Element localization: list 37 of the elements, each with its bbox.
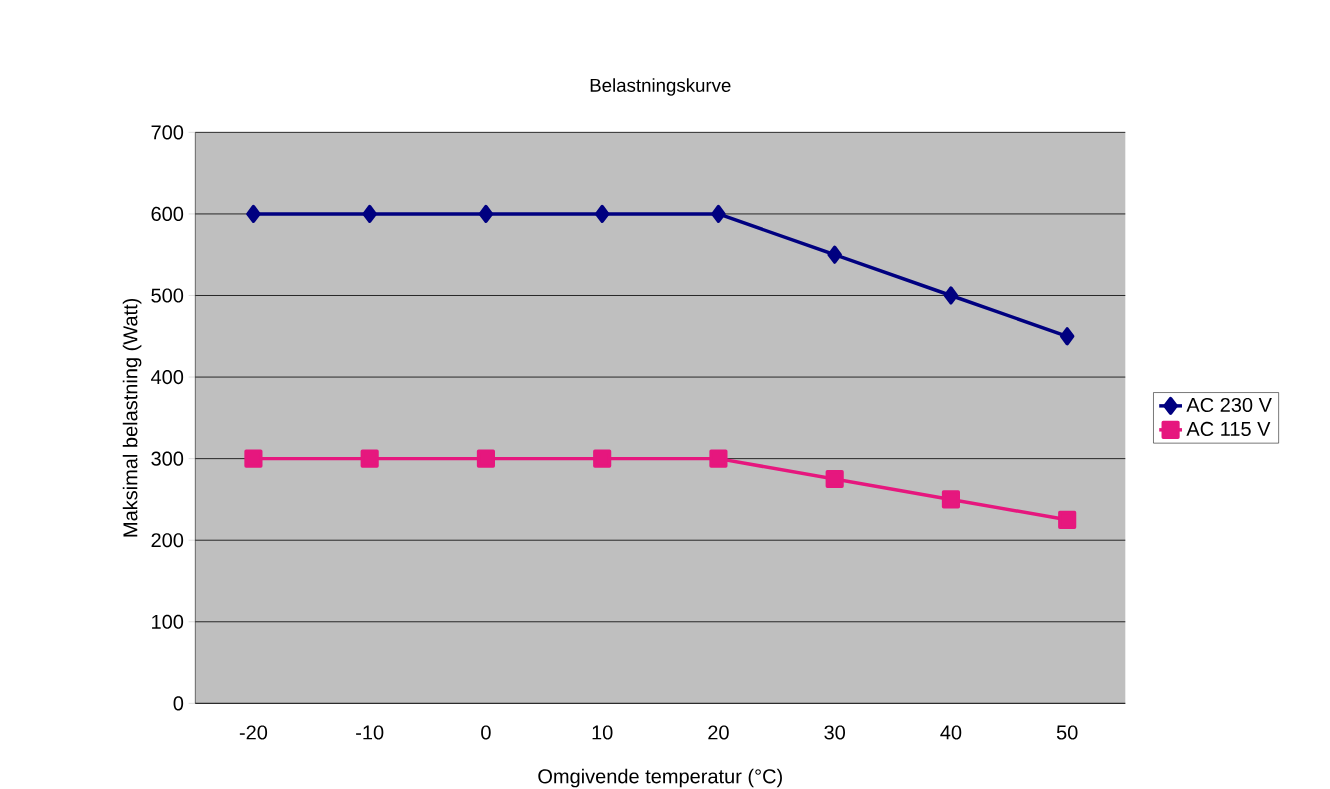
legend-label: AC 230 V [1186,397,1272,413]
y-tick-label: 300 [151,451,184,466]
legend-label: AC 115 V [1186,421,1271,437]
x-tick-label: -10 [356,725,384,740]
point [360,449,379,468]
x-tick-label: -20 [239,725,268,740]
point [478,204,494,223]
point [246,204,261,223]
y-tick-label: 0 [173,696,184,711]
point [825,469,844,489]
point [362,204,377,223]
y-tick-label: 200 [151,533,184,548]
point [827,245,842,264]
point [943,286,959,305]
x-tick-label: 0 [481,725,491,740]
x-tick-label: 30 [824,725,846,740]
y-tick-label: 700 [151,125,184,140]
x-axis-title: Omgivende temperatur (°C) [538,768,782,788]
point [1059,327,1075,346]
y-tick-label: 400 [151,369,184,385]
point [476,449,495,468]
y-axis-title: Maksimal belastning (Watt) [122,298,142,537]
point [1058,510,1077,529]
point [711,204,726,223]
point [709,449,728,468]
y-tick-label: 500 [151,288,184,303]
point [593,449,612,468]
chart-title: Belastningskurve [590,78,731,96]
point [244,449,263,468]
x-tick-label: 40 [940,725,962,740]
point [941,490,961,509]
x-tick-label: 10 [592,725,613,740]
x-tick-label: 50 [1056,725,1078,740]
y-tick-label: 100 [152,614,184,629]
y-tick-label: 600 [151,206,184,221]
x-tick-label: 20 [708,725,729,740]
point [594,204,610,223]
